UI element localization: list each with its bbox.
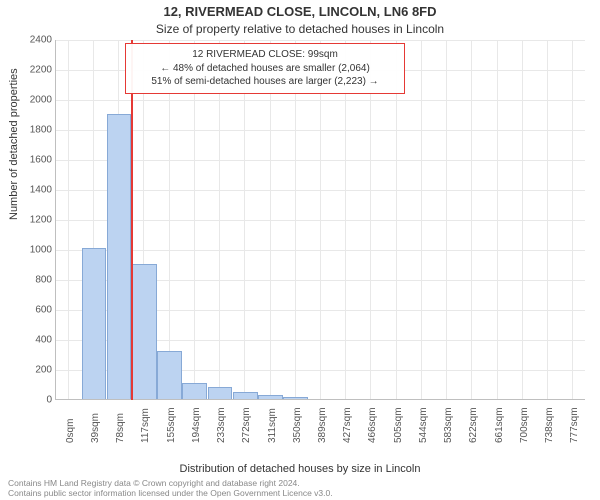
x-tick-label: 194sqm [191, 407, 202, 443]
x-tick-label: 117sqm [140, 408, 151, 443]
annotation-line: ← 48% of detached houses are smaller (2,… [134, 62, 396, 76]
x-tick-label: 505sqm [393, 407, 404, 443]
annotation-box: 12 RIVERMEAD CLOSE: 99sqm← 48% of detach… [125, 43, 405, 94]
footer-line1: Contains HM Land Registry data © Crown c… [8, 478, 333, 488]
y-tick-label: 0 [22, 395, 52, 406]
attribution-footer: Contains HM Land Registry data © Crown c… [8, 478, 333, 498]
y-tick-label: 1800 [22, 125, 52, 136]
y-tick-label: 800 [22, 275, 52, 286]
subject-marker-line [131, 40, 133, 400]
y-tick-label: 1600 [22, 155, 52, 166]
y-axis-label: Number of detached properties [8, 68, 20, 220]
plot-area: 12 RIVERMEAD CLOSE: 99sqm← 48% of detach… [55, 40, 585, 400]
x-tick-label: 39sqm [90, 413, 101, 443]
x-tick-label: 700sqm [519, 407, 530, 443]
x-tick-label: 350sqm [292, 407, 303, 443]
x-tick-label: 466sqm [367, 407, 378, 443]
annotation-line: 51% of semi-detached houses are larger (… [134, 75, 396, 89]
y-tick-label: 2200 [22, 65, 52, 76]
x-tick-label: 389sqm [317, 407, 328, 443]
chart-title-desc: Size of property relative to detached ho… [0, 22, 600, 36]
x-tick-label: 738sqm [544, 407, 555, 443]
x-tick-label: 583sqm [443, 407, 454, 443]
x-tick-label: 622sqm [468, 407, 479, 443]
y-tick-label: 2400 [22, 35, 52, 46]
y-tick-label: 200 [22, 365, 52, 376]
x-tick-label: 427sqm [342, 407, 353, 443]
y-tick-label: 400 [22, 335, 52, 346]
x-tick-label: 0sqm [65, 419, 76, 443]
x-tick-label: 311sqm [267, 408, 278, 443]
histogram-bar [157, 351, 182, 400]
x-axis-label: Distribution of detached houses by size … [0, 463, 600, 475]
histogram-bar [132, 264, 157, 400]
x-tick-label: 272sqm [241, 407, 252, 443]
x-tick-label: 233sqm [216, 407, 227, 443]
y-tick-label: 1000 [22, 245, 52, 256]
histogram-bar [107, 114, 132, 400]
annotation-line: 12 RIVERMEAD CLOSE: 99sqm [134, 48, 396, 62]
x-tick-label: 155sqm [166, 407, 177, 443]
y-tick-label: 1200 [22, 215, 52, 226]
x-tick-label: 78sqm [115, 413, 126, 443]
x-tick-label: 544sqm [418, 407, 429, 443]
y-tick-label: 1400 [22, 185, 52, 196]
y-tick-label: 2000 [22, 95, 52, 106]
histogram-bar [82, 248, 107, 401]
chart-title-address: 12, RIVERMEAD CLOSE, LINCOLN, LN6 8FD [0, 4, 600, 19]
histogram-bar [182, 383, 207, 401]
y-tick-label: 600 [22, 305, 52, 316]
footer-line2: Contains public sector information licen… [8, 488, 333, 498]
x-tick-label: 661sqm [494, 407, 505, 443]
x-tick-label: 777sqm [569, 407, 580, 443]
